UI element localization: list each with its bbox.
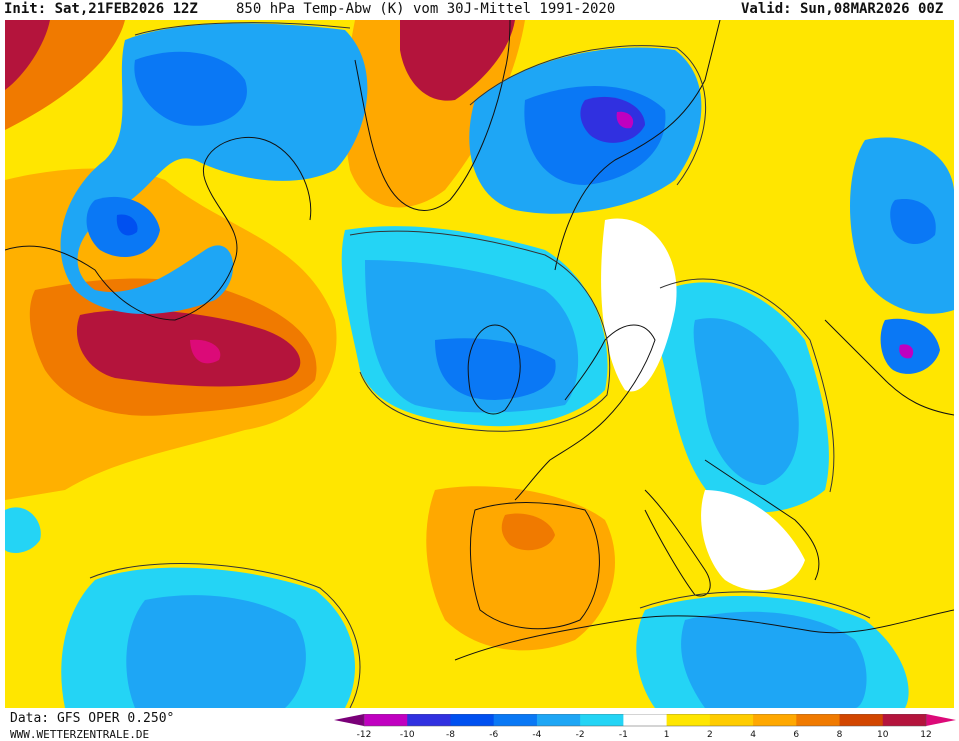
legend-swatch — [536, 714, 581, 726]
zero-contour-southwest — [89, 562, 361, 708]
legend-swatch — [839, 714, 884, 726]
legend-tick-label: -6 — [489, 730, 499, 740]
legend-tick-label: -1 — [618, 730, 628, 740]
coastline-canada — [5, 136, 312, 321]
anomaly-region-neutral-west — [5, 507, 41, 553]
legend-swatch — [882, 714, 927, 726]
map-canvas — [5, 20, 954, 708]
zero-contour-scandinavia — [469, 45, 706, 186]
legend-tick-label: -8 — [445, 730, 455, 740]
legend-swatch — [709, 714, 754, 726]
legend-tick-label: -2 — [575, 730, 585, 740]
legend-frame — [363, 714, 927, 727]
zero-contour-atlantic — [349, 230, 611, 432]
legend-swatch — [623, 714, 668, 726]
anomaly-region-neutral-balkans — [701, 490, 805, 591]
website-label: WWW.WETTERZENTRALE.DE — [10, 728, 150, 741]
legend-swatch — [450, 714, 495, 726]
legend-tick-label: 1 — [663, 730, 670, 740]
coastline-italy — [644, 489, 711, 597]
anomaly-region-cold-canada — [60, 23, 368, 314]
color-legend — [334, 714, 956, 727]
coastline-east — [824, 319, 954, 416]
legend-tick-label: -4 — [532, 730, 542, 740]
coastline-greenland — [354, 20, 511, 211]
anomaly-region-hot-greenland — [400, 20, 515, 101]
anomaly-region-warm-iberia — [426, 486, 615, 651]
anomaly-region-cold-northeast-core — [890, 199, 936, 245]
anomaly-region-cold-hudson-core — [116, 214, 138, 236]
zero-contour-canada — [134, 22, 351, 36]
zero-contour-east — [659, 278, 835, 493]
legend-swatch — [407, 714, 451, 726]
coastline-layer — [5, 20, 954, 661]
legend-tick-label: 6 — [793, 730, 800, 740]
legend-tick-label: 2 — [706, 730, 713, 740]
legend-arrow-high — [926, 714, 956, 726]
map-header: Init: Sat,21FEB2026 12Z 850 hPa Temp-Abw… — [0, 0, 959, 20]
legend-swatch — [580, 714, 624, 726]
anomaly-region-cold-black-sea-peak — [899, 344, 914, 359]
legend-tick-label: 8 — [836, 730, 843, 740]
legend-swatch — [753, 714, 797, 726]
anomaly-region-hot-west — [76, 310, 301, 387]
coastline-north-africa — [454, 609, 954, 661]
legend-tick-label: -12 — [356, 730, 372, 740]
coastline-iberia — [469, 502, 600, 630]
legend-swatch — [666, 714, 711, 726]
anomaly-region-cold-southwest-core — [126, 595, 306, 708]
init-time-label: Init: Sat,21FEB2026 12Z — [4, 1, 198, 17]
legend-swatch — [493, 714, 538, 726]
coastline-europe — [514, 324, 656, 501]
coastline-scandinavia — [554, 20, 721, 271]
anomaly-region-cold-eastern-europe-core — [693, 318, 799, 485]
legend-swatch — [364, 714, 408, 726]
anomaly-region-cold-uk — [435, 338, 556, 400]
coastline-balkans — [704, 459, 820, 581]
anomaly-region-hot-west-peak — [190, 339, 221, 364]
anomaly-region-cold-canada-core — [134, 51, 247, 126]
legend-tick-label: -10 — [399, 730, 415, 740]
legend-tick-label: 12 — [920, 730, 932, 740]
map-title: 850 hPa Temp-Abw (K) vom 30J-Mittel 1991… — [236, 1, 616, 17]
anomaly-region-neutral-central-europe — [601, 218, 677, 392]
data-source-label: Data: GFS OPER 0.250° — [10, 711, 175, 726]
anomaly-region-hot-nw — [5, 20, 50, 90]
anomaly-region-warm-iberia-core — [501, 513, 555, 551]
legend-arrow-low — [334, 714, 364, 726]
legend-swatch — [796, 714, 841, 726]
coastline-uk — [467, 324, 521, 415]
anomaly-region-cold-mediterranean-core — [681, 611, 867, 708]
contour-layer — [89, 22, 871, 708]
legend-tick-label: 4 — [750, 730, 756, 740]
anomaly-region-cold-scandinavia-peak — [616, 111, 634, 129]
legend-tick-label: 10 — [877, 730, 889, 740]
zero-contour-mediterranean — [639, 591, 871, 619]
valid-time-label: Valid: Sun,08MAR2026 00Z — [741, 1, 944, 17]
temperature-anomaly-map — [5, 20, 954, 708]
anomaly-region-cold-scandinavia-core — [580, 96, 645, 143]
